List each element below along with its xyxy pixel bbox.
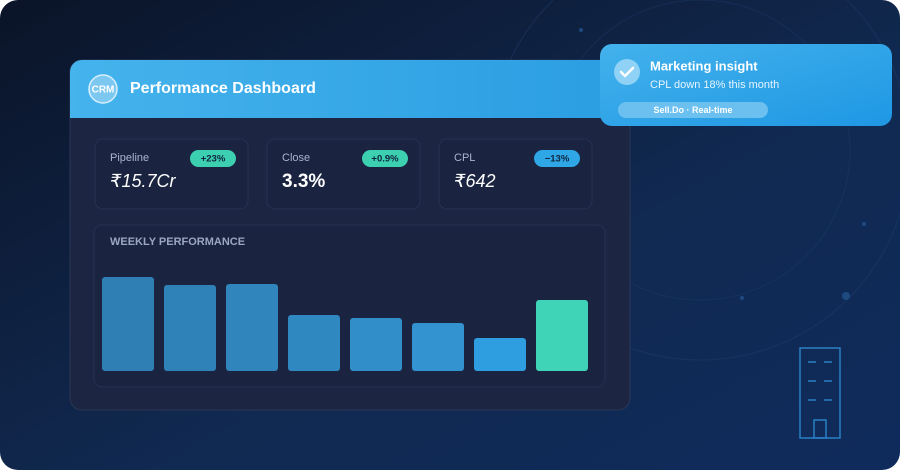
bar (350, 318, 402, 371)
decor-dot (842, 292, 850, 300)
kpi-row: Pipeline ₹15.7Cr +23% Close 3.3% +0.9% CPL ₹642… (94, 138, 593, 210)
kpi-change-pill (362, 150, 408, 167)
notification-message: CPL down 18% this month (650, 79, 779, 91)
check-mark (619, 66, 635, 78)
decor-dot (862, 222, 866, 226)
chart-title: WEEKLY PERFORMANCE (110, 236, 245, 248)
kpi-label: Pipeline (110, 152, 149, 164)
dashboard-header (70, 60, 630, 118)
crm-badge (88, 74, 118, 104)
kpi-label: Close (282, 152, 310, 164)
kpi-change: +0.9% (371, 154, 399, 165)
kpi-value: 3.3% (282, 171, 325, 192)
bar (102, 277, 154, 371)
kpi-change: −13% (545, 154, 570, 165)
bar (412, 323, 464, 371)
decor-dot (579, 28, 583, 32)
notification-tag-pill (618, 102, 768, 118)
dashboard-title: Performance Dashboard (130, 80, 316, 97)
bar-group (102, 277, 588, 371)
kpi-change: +23% (201, 154, 226, 165)
kpi-change-pill (534, 150, 580, 167)
bar (536, 300, 588, 371)
notification-title: Marketing insight (650, 58, 758, 73)
crm-badge-text: CRM (92, 85, 115, 96)
kpi-change-pill (190, 150, 236, 167)
bar (226, 284, 278, 371)
kpi-value: ₹15.7Cr (110, 171, 176, 191)
check-icon (614, 59, 640, 85)
bar (164, 285, 216, 371)
building-icon (799, 347, 841, 439)
kpi-value: ₹642 (454, 171, 495, 191)
decor-dot (740, 296, 744, 300)
kpi-label: CPL (454, 152, 475, 164)
bar (474, 338, 526, 371)
notification-tag: Sell.Do · Real-time (653, 105, 732, 115)
bar (288, 315, 340, 371)
